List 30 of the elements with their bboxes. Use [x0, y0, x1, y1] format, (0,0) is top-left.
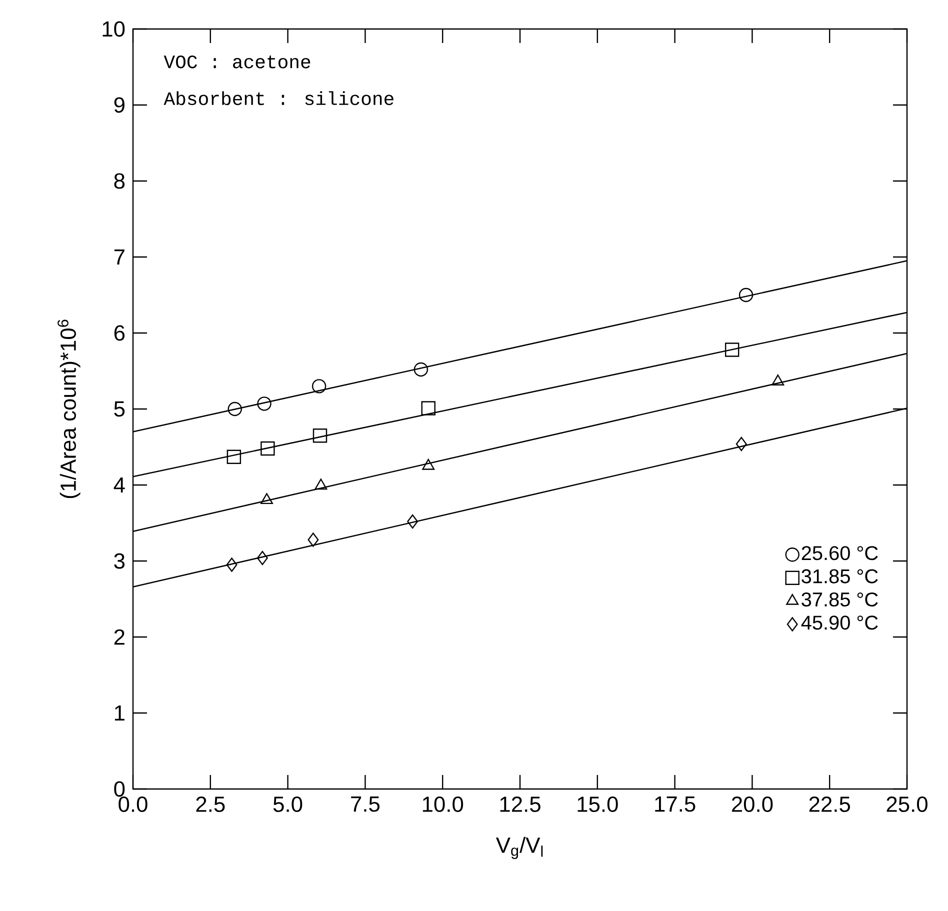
y-tick-label: 10	[102, 21, 125, 37]
legend-label: 25.60 °C	[802, 546, 878, 560]
y-tick-label: 4	[114, 477, 125, 493]
y-tick-label: 1	[114, 705, 124, 721]
x-tick-label: 10.0	[422, 796, 464, 812]
annotation: VOC : acetone	[164, 56, 310, 68]
legend-label: 37.85 °C	[802, 592, 878, 607]
y-tick-label: 6	[114, 325, 125, 341]
y-tick-label: 3	[114, 553, 125, 569]
y-tick-label: 0	[114, 781, 125, 797]
annotation: Absorbent : silicone	[164, 91, 394, 106]
x-tick-label: 25.0	[886, 796, 928, 812]
x-tick-label: 7.5	[351, 796, 380, 812]
x-tick-label: 5.0	[273, 796, 302, 812]
y-tick-label: 9	[114, 97, 124, 113]
x-tick-label: 2.5	[196, 796, 225, 812]
x-tick-label: 22.5	[809, 796, 850, 812]
x-tick-label: 20.0	[732, 796, 773, 812]
legend-label: 31.85 °C	[802, 569, 878, 584]
y-axis-title: (1/Area count)*10$^{6}$	[58, 320, 80, 498]
x-axis-title: V$_{g}$/V$_{l}$	[496, 836, 543, 859]
y-tick-label: 8	[114, 173, 125, 189]
y-tick-label: 7	[114, 249, 124, 265]
x-tick-label: 17.5	[655, 796, 696, 812]
y-tick-label: 2	[114, 629, 124, 645]
x-tick-label: 12.5	[500, 796, 540, 812]
y-tick-label: 5	[114, 401, 125, 417]
x-tick-label: 0.0	[118, 796, 148, 812]
legend-label: 45.90 °C	[801, 616, 878, 630]
x-tick-label: 15.0	[578, 796, 618, 812]
